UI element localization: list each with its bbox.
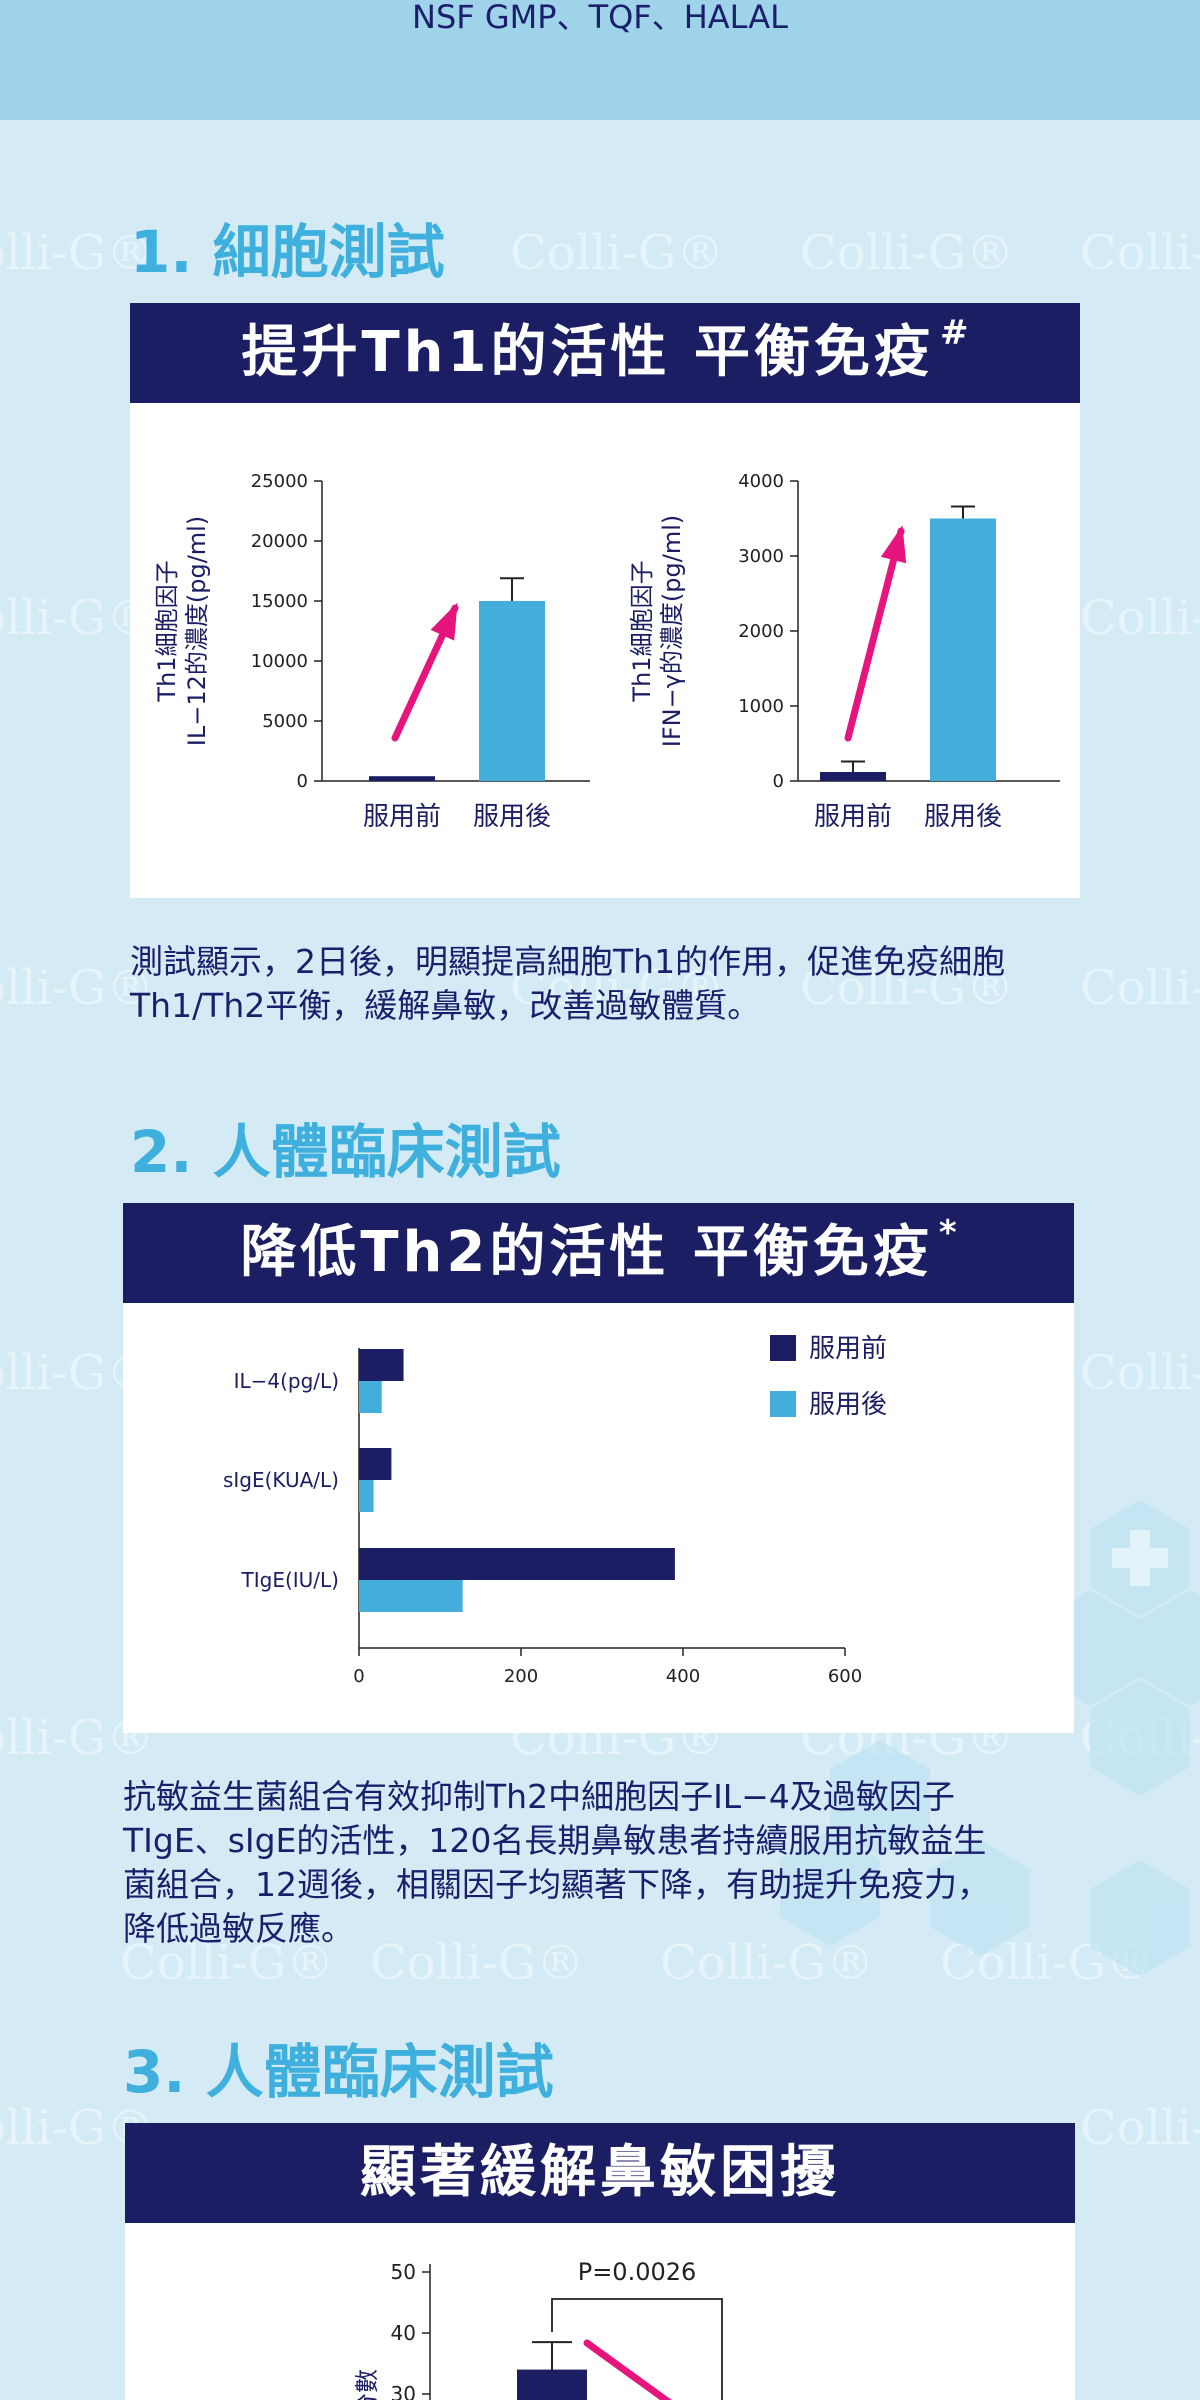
y-category-label: TIgE(IU/L) [241, 1568, 339, 1592]
legend-label: 服用前 [809, 1334, 887, 1364]
watermark: Colli-G® [370, 1935, 585, 1991]
bar [930, 518, 996, 781]
banner-mark: * [938, 1213, 957, 1253]
bar-before [359, 1548, 675, 1580]
bar-after [359, 1480, 374, 1512]
x-category-label: 服用前 [363, 802, 441, 832]
x-category-label: 服用後 [473, 802, 551, 832]
y-axis-label: IFN−γ的濃度(pg/ml) [658, 515, 686, 747]
y-tick-label: 30 [391, 2382, 416, 2400]
section-1-title: 1. 細胞測試 [130, 218, 445, 286]
x-tick-label: 200 [504, 1666, 538, 1687]
banner-text: 提升Th1的活性 平衡免疫 [241, 320, 935, 385]
watermark: Colli-G® [1080, 960, 1200, 1016]
watermark: Colli-G® [660, 1935, 875, 1991]
section-1-banner: 提升Th1的活性 平衡免疫 # [130, 303, 1080, 403]
section-2-title: 2. 人體臨床測試 [130, 1118, 561, 1186]
watermark: Colli-G® [510, 225, 725, 281]
trend-arrow-shaft [583, 2339, 672, 2400]
y-axis-label: Th1細胞因子 [628, 560, 656, 702]
legend-swatch [770, 1335, 796, 1361]
watermark: Colli-G® [0, 225, 155, 281]
banner-mark: # [940, 313, 969, 353]
watermark: Colli-G® [0, 960, 155, 1016]
legend-label: 服用後 [809, 1390, 887, 1420]
paragraph-line: 測試顯示，2日後，明顯提高細胞Th1的作用，促進免疫細胞 [130, 942, 1006, 981]
y-tick-label: 15000 [251, 591, 308, 612]
top-bar: NSF GMP、TQF、HALAL [0, 0, 1200, 120]
y-category-label: sIgE(KUA/L) [223, 1468, 339, 1492]
y-axis-label: Th1細胞因子 [153, 560, 181, 702]
y-tick-label: 10000 [251, 651, 308, 672]
section-3-title: 3. 人體臨床測試 [123, 2038, 554, 2106]
bar-after [359, 1381, 382, 1413]
x-tick-label: 0 [353, 1666, 364, 1687]
y-tick-label: 1000 [738, 696, 784, 717]
section-1-chart-card: 0 5000 10000 15000 20000 25000 Th1細胞因子 IL−12的濃度… [130, 403, 1080, 898]
trend-arrow-shaft [844, 527, 905, 742]
bar-after [359, 1580, 463, 1612]
chart-ifn-gamma: 0 1000 2000 3000 4000 Th1細胞因子 IFN−γ的濃度(pg/ml) 服… [628, 471, 1060, 832]
y-tick-label: 50 [391, 2260, 416, 2284]
chart-symptom-score: 30 40 50 分數 P=0.0026 [353, 2258, 723, 2400]
section-2-banner: 降低Th2的活性 平衡免疫 * [123, 1203, 1074, 1303]
significance-bracket [551, 2298, 723, 2400]
section-3-chart-card: 30 40 50 分數 P=0.0026 [125, 2223, 1075, 2400]
bar-before [359, 1448, 392, 1480]
watermark: Colli-G® [800, 960, 1015, 1016]
x-category-label: 服用後 [924, 802, 1002, 832]
p-value-annotation: P=0.0026 [578, 2258, 697, 2286]
paragraph-line: 抗敏益生菌組合有效抑制Th2中細胞因子IL−4及過敏因子 [123, 1777, 955, 1816]
y-tick-label: 40 [391, 2321, 416, 2345]
y-tick-label: 3000 [738, 546, 784, 567]
x-tick-label: 400 [666, 1666, 700, 1687]
y-tick-label: 20000 [251, 531, 308, 552]
paragraph-line: 菌組合，12週後，相關因子均顯著下降，有助提升免疫力， [123, 1865, 990, 1904]
watermark: Colli-G® [1080, 225, 1200, 281]
bar-before [359, 1349, 404, 1381]
y-tick-label: 0 [297, 771, 308, 792]
watermark: Colli-G® [1080, 1345, 1200, 1401]
banner-text: 降低Th2的活性 平衡免疫 [240, 1220, 933, 1285]
y-tick-label: 2000 [738, 621, 784, 642]
banner-text: 顯著緩解鼻敏困擾 [360, 2140, 840, 2205]
watermark: Colli-G® [1080, 590, 1200, 646]
y-axis-label: IL−12的濃度(pg/ml) [183, 516, 211, 746]
x-tick-label: 600 [828, 1666, 862, 1687]
section-1-paragraph: 測試顯示，2日後，明顯提高細胞Th1的作用，促進免疫細胞 Th1/Th2平衡，緩… [130, 940, 1090, 1028]
watermark: Colli-G® [800, 225, 1015, 281]
watermark: Colli-G® [1080, 2100, 1200, 2156]
section-2-paragraph: 抗敏益生菌組合有效抑制Th2中細胞因子IL−4及過敏因子 TIgE、sIgE的活… [123, 1775, 1083, 1951]
watermark: Colli-G® [510, 960, 725, 1016]
trend-arrow-head [880, 525, 907, 564]
chart-th2-factors: 0 200 400 600 IL−4(pg/L) sIgE(KUA/L) TIgE(IU/L… [223, 1334, 887, 1687]
section-3-banner: 顯著緩解鼻敏困擾 [125, 2123, 1075, 2223]
paragraph-line: Th1/Th2平衡，緩解鼻敏，改善過敏體質。 [130, 986, 761, 1025]
legend-swatch [770, 1391, 796, 1417]
chart-il12: 0 5000 10000 15000 20000 25000 Th1細胞因子 IL−12的濃度… [153, 471, 590, 832]
paragraph-line: 降低過敏反應。 [123, 1909, 354, 1948]
trend-arrow-head [430, 602, 458, 641]
paragraph-line: TIgE、sIgE的活性，120名長期鼻敏患者持續服用抗敏益生 [123, 1821, 987, 1860]
y-axis-label: 分數 [353, 2369, 381, 2400]
section-2-chart-card: 0 200 400 600 IL−4(pg/L) sIgE(KUA/L) TIgE(IU/L… [123, 1303, 1074, 1733]
y-tick-label: 0 [773, 771, 784, 792]
certifications-text: NSF GMP、TQF、HALAL [412, 0, 788, 36]
y-category-label: IL−4(pg/L) [234, 1369, 339, 1393]
y-tick-label: 25000 [251, 471, 308, 492]
bar [517, 2369, 587, 2400]
watermark: Colli-G® [120, 1935, 335, 1991]
bar [479, 601, 545, 781]
y-tick-label: 4000 [738, 471, 784, 492]
y-tick-label: 5000 [262, 711, 308, 732]
bar [369, 776, 435, 781]
x-category-label: 服用前 [814, 802, 892, 832]
watermark: Colli-G® [0, 590, 155, 646]
bar [820, 772, 886, 781]
